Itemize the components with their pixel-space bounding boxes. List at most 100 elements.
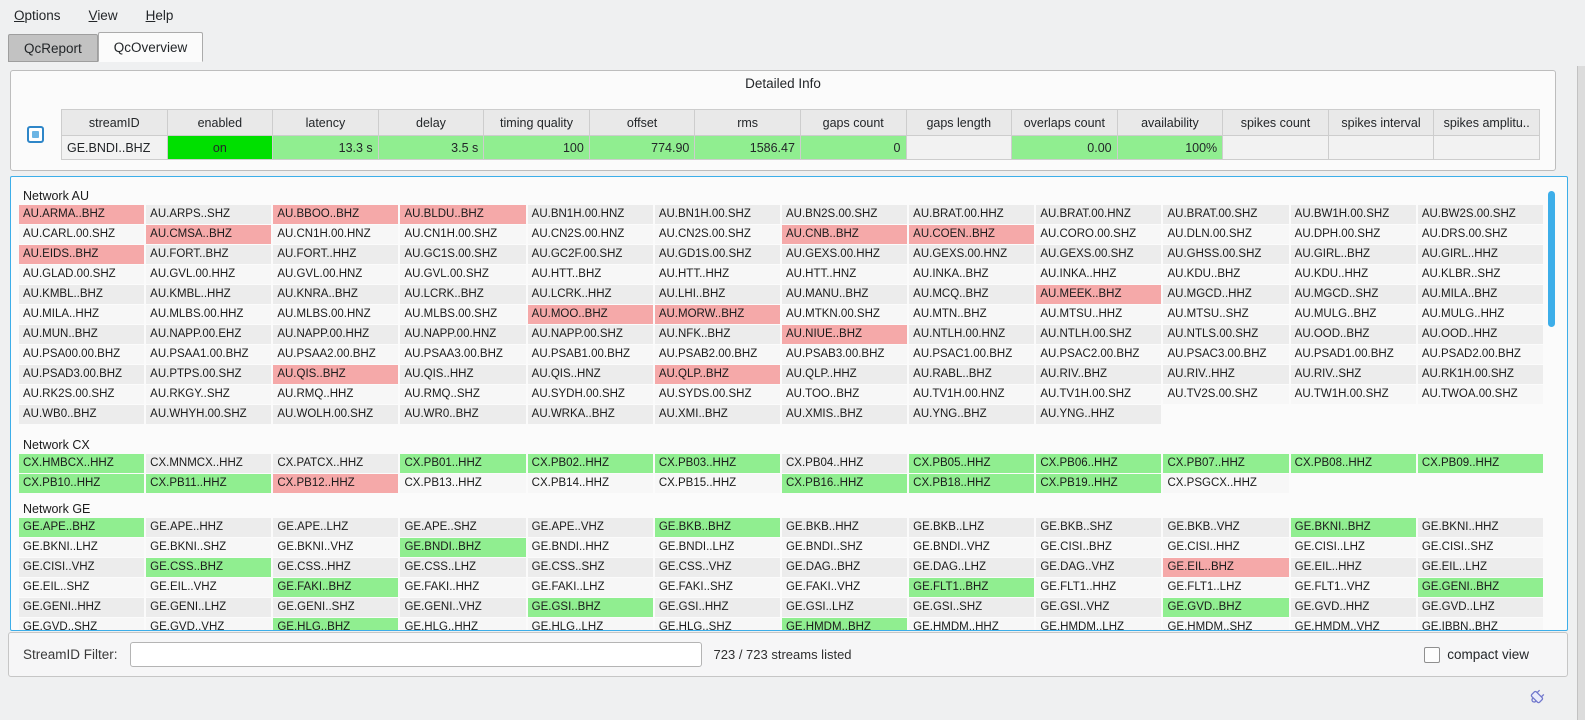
stream-cell[interactable]: GE.CSS..BHZ: [146, 558, 274, 578]
stream-cell[interactable]: GE.HMDM..HHZ: [909, 618, 1037, 630]
streamid-filter-input[interactable]: [129, 642, 702, 667]
stream-cell[interactable]: AU.RKGY..SHZ: [146, 385, 274, 405]
stream-cell[interactable]: GE.BKB..HHZ: [781, 518, 910, 538]
column-header[interactable]: delay: [377, 109, 485, 136]
stream-cell[interactable]: AU.MULG..HHZ: [1417, 305, 1545, 325]
stream-cell[interactable]: AU.TV2S.00.SHZ: [1163, 385, 1291, 405]
stream-cell[interactable]: AU.MLBS.00.SHZ: [400, 305, 528, 325]
menu-options[interactable]: Options: [14, 7, 61, 23]
stream-cell[interactable]: AU.KMBL..HHZ: [146, 285, 274, 305]
stream-cell[interactable]: CX.PB02..HHZ: [527, 454, 655, 474]
stream-cell[interactable]: CX.HMBCX..HHZ: [19, 454, 147, 474]
stream-cell[interactable]: AU.RMQ..HHZ: [273, 385, 401, 405]
stream-cell[interactable]: GE.BKNI..HHZ: [1417, 518, 1545, 538]
stream-cell[interactable]: AU.GIRL..BHZ: [1290, 245, 1418, 265]
stream-cell[interactable]: AU.GHSS.00.SHZ: [1163, 245, 1291, 265]
stream-cell[interactable]: AU.MILA..HHZ: [19, 305, 147, 325]
stream-cell[interactable]: AU.BRAT.00.HNZ: [1036, 205, 1164, 225]
stream-cell[interactable]: GE.HLG..SHZ: [654, 618, 782, 630]
stream-cell[interactable]: AU.BLDU..BHZ: [400, 205, 528, 225]
stream-cell[interactable]: AU.KLBR..SHZ: [1417, 265, 1545, 285]
stream-cell[interactable]: CX.PB05..HHZ: [909, 454, 1037, 474]
stream-cell[interactable]: GE.CISI..SHZ: [1417, 538, 1545, 558]
stream-cell[interactable]: GE.BNDI..LHZ: [654, 538, 782, 558]
stream-cell[interactable]: GE.FAKI..VHZ: [781, 578, 910, 598]
stream-cell[interactable]: AU.RMQ..SHZ: [400, 385, 528, 405]
stream-cell[interactable]: GE.BKNI..VHZ: [273, 538, 401, 558]
stream-cell[interactable]: GE.FLT1..BHZ: [909, 578, 1037, 598]
stream-cell[interactable]: AU.XMIS..BHZ: [781, 405, 910, 425]
stream-cell[interactable]: AU.FORT..HHZ: [273, 245, 401, 265]
stream-cell[interactable]: AU.SYDS.00.SHZ: [654, 385, 782, 405]
stream-cell[interactable]: AU.PTPS.00.SHZ: [146, 365, 274, 385]
stream-cell[interactable]: AU.PSAA2.00.BHZ: [273, 345, 401, 365]
stream-cell[interactable]: AU.LHI..BHZ: [654, 285, 782, 305]
stream-cell[interactable]: AU.KDU..HHZ: [1290, 265, 1418, 285]
stream-cell[interactable]: AU.BW1H.00.SHZ: [1290, 205, 1418, 225]
stream-cell[interactable]: GE.APE..SHZ: [400, 518, 528, 538]
stream-cell[interactable]: GE.BKB..BHZ: [654, 518, 782, 538]
stream-cell[interactable]: AU.RIV..SHZ: [1290, 365, 1418, 385]
stream-cell[interactable]: AU.NAPP.00.SHZ: [527, 325, 655, 345]
column-header[interactable]: rms: [694, 109, 801, 136]
stream-cell[interactable]: AU.HTT..HHZ: [654, 265, 782, 285]
stream-cell[interactable]: AU.PSAB2.00.BHZ: [654, 345, 782, 365]
stream-cell[interactable]: AU.NIUE..BHZ: [781, 325, 910, 345]
stream-cell[interactable]: GE.GENI..HHZ: [19, 598, 147, 618]
stream-cell[interactable]: GE.GENI..BHZ: [1417, 578, 1545, 598]
stream-cell[interactable]: AU.BN2S.00.SHZ: [781, 205, 910, 225]
stream-cell[interactable]: AU.GEXS.00.HHZ: [781, 245, 910, 265]
stream-cell[interactable]: AU.GEXS.00.HNZ: [909, 245, 1037, 265]
stream-cell[interactable]: AU.QIS..HHZ: [400, 365, 528, 385]
stream-cell[interactable]: GE.BKB..LHZ: [909, 518, 1037, 538]
stream-cell[interactable]: AU.WHYH.00.SHZ: [146, 405, 274, 425]
stream-cell[interactable]: CX.PATCX..HHZ: [273, 454, 401, 474]
stream-cell[interactable]: GE.FLT1..VHZ: [1290, 578, 1418, 598]
stream-cell[interactable]: GE.CSS..HHZ: [273, 558, 401, 578]
stream-cell[interactable]: AU.MTKN.00.SHZ: [781, 305, 910, 325]
stream-cell[interactable]: GE.GENI..LHZ: [146, 598, 274, 618]
stream-cell[interactable]: AU.GVL.00.SHZ: [400, 265, 528, 285]
stream-cell[interactable]: AU.XMI..BHZ: [654, 405, 782, 425]
stream-cell[interactable]: AU.RK2S.00.SHZ: [19, 385, 147, 405]
stream-cell[interactable]: AU.INKA..BHZ: [909, 265, 1037, 285]
tab-qcoverview[interactable]: QcOverview: [97, 32, 204, 62]
stream-cell[interactable]: GE.BKB..SHZ: [1036, 518, 1164, 538]
stream-cell[interactable]: CX.PSGCX..HHZ: [1163, 474, 1291, 494]
column-header[interactable]: overlaps count: [1011, 109, 1118, 136]
stream-cell[interactable]: GE.CSS..VHZ: [654, 558, 782, 578]
stream-cell[interactable]: AU.PSAD1.00.BHZ: [1290, 345, 1418, 365]
stream-cell[interactable]: AU.NAPP.00.EHZ: [146, 325, 274, 345]
stream-cell[interactable]: GE.HLG..LHZ: [527, 618, 655, 630]
stream-cell[interactable]: AU.MLBS.00.HNZ: [273, 305, 401, 325]
stream-cell[interactable]: AU.WRKA..BHZ: [527, 405, 655, 425]
stream-cell[interactable]: AU.MTN..BHZ: [909, 305, 1037, 325]
stream-cell[interactable]: AU.INKA..HHZ: [1036, 265, 1164, 285]
stream-cell[interactable]: AU.BRAT.00.SHZ: [1163, 205, 1291, 225]
stream-cell[interactable]: AU.MEEK..BHZ: [1036, 285, 1164, 305]
stream-cell[interactable]: GE.EIL..HHZ: [1290, 558, 1418, 578]
stream-cell[interactable]: AU.CMSA..BHZ: [146, 225, 274, 245]
stream-cell[interactable]: CX.PB01..HHZ: [400, 454, 528, 474]
stream-cell[interactable]: GE.BKNI..BHZ: [1290, 518, 1418, 538]
stream-cell[interactable]: AU.MGCD..SHZ: [1290, 285, 1418, 305]
stream-cell[interactable]: AU.PSAC1.00.BHZ: [909, 345, 1037, 365]
stream-cell[interactable]: GE.IBBN..BHZ: [1417, 618, 1545, 630]
stream-cell[interactable]: CX.PB18..HHZ: [909, 474, 1037, 494]
stream-cell[interactable]: GE.FAKI..LHZ: [527, 578, 655, 598]
stream-cell[interactable]: GE.GVD..VHZ: [146, 618, 274, 630]
menu-view[interactable]: View: [88, 7, 118, 23]
stream-cell[interactable]: AU.CORO.00.SHZ: [1036, 225, 1164, 245]
stream-cell[interactable]: GE.EIL..LHZ: [1417, 558, 1545, 578]
stream-cell[interactable]: AU.ARPS..SHZ: [146, 205, 274, 225]
stream-cell[interactable]: GE.BNDI..BHZ: [400, 538, 528, 558]
stream-cell[interactable]: GE.BNDI..HHZ: [527, 538, 655, 558]
stream-cell[interactable]: AU.SYDH.00.SHZ: [527, 385, 655, 405]
stream-cell[interactable]: AU.DLN.00.SHZ: [1163, 225, 1291, 245]
vertical-scrollbar-thumb[interactable]: [1548, 191, 1555, 327]
stream-cell[interactable]: AU.RK1H.00.SHZ: [1417, 365, 1545, 385]
stream-cell[interactable]: AU.NTLH.00.HNZ: [909, 325, 1037, 345]
stream-cell[interactable]: AU.DRS.00.SHZ: [1417, 225, 1545, 245]
column-header[interactable]: streamID: [61, 109, 168, 136]
stream-cell[interactable]: AU.NTLS.00.SHZ: [1163, 325, 1291, 345]
